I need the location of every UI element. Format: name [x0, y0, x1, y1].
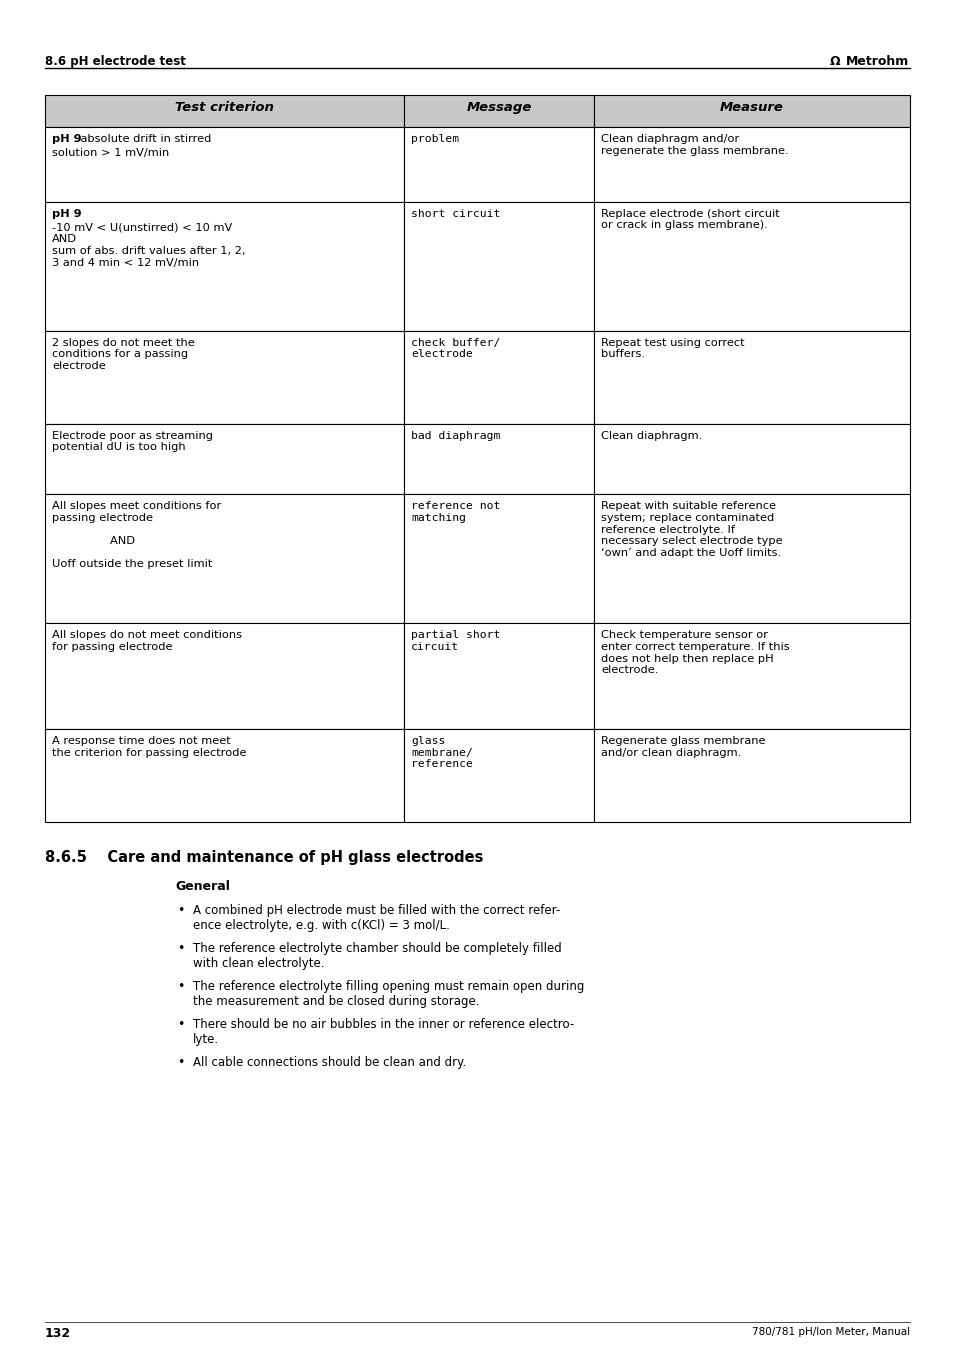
Bar — [45, 494, 403, 624]
Text: A response time does not meet
the criterion for passing electrode: A response time does not meet the criter… — [52, 736, 246, 757]
Text: Metrohm: Metrohm — [845, 55, 908, 68]
Bar — [594, 624, 909, 729]
Text: reference not
matching: reference not matching — [411, 501, 499, 522]
Text: :: : — [73, 209, 77, 219]
Text: •: • — [177, 942, 184, 954]
Text: glass
membrane/
reference: glass membrane/ reference — [411, 736, 473, 769]
Bar — [403, 201, 594, 331]
Text: 8.6 pH electrode test: 8.6 pH electrode test — [45, 55, 186, 68]
Text: •: • — [177, 1056, 184, 1069]
Bar — [403, 95, 594, 127]
Bar — [594, 331, 909, 424]
Text: All slopes meet conditions for
passing electrode

                AND

Uoff outs: All slopes meet conditions for passing e… — [52, 501, 221, 570]
Text: Check temperature sensor or
enter correct temperature. If this
does not help the: Check temperature sensor or enter correc… — [600, 630, 789, 675]
Text: Message: Message — [466, 101, 531, 113]
Text: Clean diaphragm and/or
regenerate the glass membrane.: Clean diaphragm and/or regenerate the gl… — [600, 134, 788, 155]
Text: Electrode poor as streaming
potential dU is too high: Electrode poor as streaming potential dU… — [52, 431, 213, 452]
Text: All slopes do not meet conditions
for passing electrode: All slopes do not meet conditions for pa… — [52, 630, 242, 652]
Text: Replace electrode (short circuit
or crack in glass membrane).: Replace electrode (short circuit or crac… — [600, 209, 780, 231]
Text: Test criterion: Test criterion — [174, 101, 274, 113]
Bar — [45, 424, 403, 494]
Text: A combined pH electrode must be filled with the correct refer-
ence electrolyte,: A combined pH electrode must be filled w… — [193, 904, 559, 931]
Text: Measure: Measure — [720, 101, 783, 113]
Bar — [594, 729, 909, 822]
Text: General: General — [174, 880, 230, 892]
Text: •: • — [177, 1018, 184, 1031]
Text: -10 mV < U(unstirred) < 10 mV
AND
sum of abs. drift values after 1, 2,
3 and 4 m: -10 mV < U(unstirred) < 10 mV AND sum of… — [52, 223, 245, 267]
Bar — [594, 95, 909, 127]
Text: The reference electrolyte filling opening must remain open during
the measuremen: The reference electrolyte filling openin… — [193, 980, 584, 1008]
Text: •: • — [177, 904, 184, 917]
Text: problem: problem — [411, 134, 458, 144]
Bar — [403, 331, 594, 424]
Text: Clean diaphragm.: Clean diaphragm. — [600, 431, 701, 440]
Bar — [45, 729, 403, 822]
Text: The reference electrolyte chamber should be completely filled
with clean electro: The reference electrolyte chamber should… — [193, 942, 561, 971]
Bar — [45, 127, 403, 201]
Text: check buffer/
electrode: check buffer/ electrode — [411, 338, 499, 359]
Bar — [45, 331, 403, 424]
Text: bad diaphragm: bad diaphragm — [411, 431, 499, 440]
Bar — [403, 624, 594, 729]
Text: short circuit: short circuit — [411, 209, 499, 219]
Text: Repeat with suitable reference
system; replace contaminated
reference electrolyt: Repeat with suitable reference system; r… — [600, 501, 782, 558]
Text: 8.6.5    Care and maintenance of pH glass electrodes: 8.6.5 Care and maintenance of pH glass e… — [45, 850, 483, 865]
Text: 2 slopes do not meet the
conditions for a passing
electrode: 2 slopes do not meet the conditions for … — [52, 338, 194, 371]
Text: solution > 1 mV/min: solution > 1 mV/min — [52, 148, 169, 158]
Bar — [45, 624, 403, 729]
Bar — [45, 95, 403, 127]
Text: Ω: Ω — [829, 55, 840, 68]
Text: : absolute drift in stirred: : absolute drift in stirred — [73, 134, 212, 144]
Text: There should be no air bubbles in the inner or reference electro-
lyte.: There should be no air bubbles in the in… — [193, 1018, 574, 1046]
Text: 780/781 pH/Ion Meter, Manual: 780/781 pH/Ion Meter, Manual — [751, 1327, 909, 1336]
Bar — [403, 424, 594, 494]
Text: Repeat test using correct
buffers.: Repeat test using correct buffers. — [600, 338, 744, 359]
Text: pH 9: pH 9 — [52, 134, 82, 144]
Text: partial short
circuit: partial short circuit — [411, 630, 499, 652]
Text: pH 9: pH 9 — [52, 209, 82, 219]
Text: Regenerate glass membrane
and/or clean diaphragm.: Regenerate glass membrane and/or clean d… — [600, 736, 765, 757]
Bar — [45, 201, 403, 331]
Bar — [594, 424, 909, 494]
Bar — [594, 494, 909, 624]
Text: •: • — [177, 980, 184, 994]
Bar — [403, 729, 594, 822]
Text: 132: 132 — [45, 1327, 71, 1341]
Bar — [594, 127, 909, 201]
Bar — [403, 127, 594, 201]
Text: All cable connections should be clean and dry.: All cable connections should be clean an… — [193, 1056, 466, 1069]
Bar — [403, 494, 594, 624]
Bar — [594, 201, 909, 331]
